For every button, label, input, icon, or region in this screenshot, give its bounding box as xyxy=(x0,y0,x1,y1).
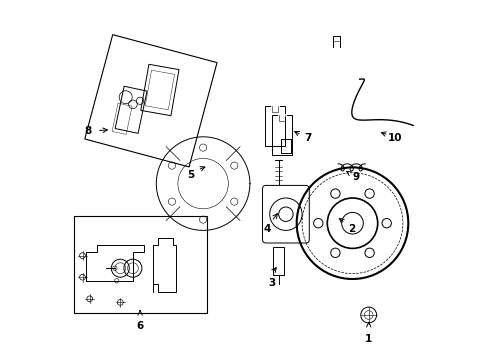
Text: 5: 5 xyxy=(186,170,194,180)
Text: 9: 9 xyxy=(352,172,359,182)
Text: 1: 1 xyxy=(365,334,371,344)
Text: 10: 10 xyxy=(386,132,401,143)
Text: 6: 6 xyxy=(136,321,143,331)
Text: 2: 2 xyxy=(347,224,355,234)
Text: 3: 3 xyxy=(267,278,275,288)
Text: 8: 8 xyxy=(84,126,91,136)
Bar xyxy=(73,216,206,313)
Bar xyxy=(273,247,284,275)
Text: 4: 4 xyxy=(263,224,270,234)
Text: 7: 7 xyxy=(303,132,310,143)
